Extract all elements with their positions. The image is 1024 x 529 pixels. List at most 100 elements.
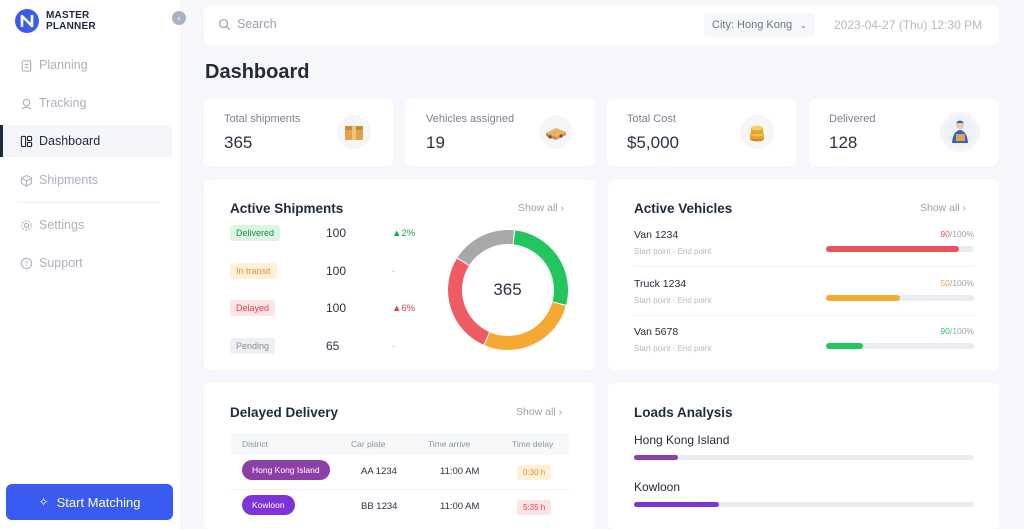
table-row[interactable]: Kowloon BB 1234 11:00 AM 5:35 h [230, 490, 570, 526]
load-bar [634, 455, 974, 460]
load-district-name: Hong Kong Island [634, 433, 730, 447]
coins-icon [740, 115, 774, 149]
status-count: 100 [326, 264, 347, 278]
show-all-label: Show all [920, 202, 960, 214]
loads-analysis-title: Loads Analysis [634, 405, 733, 420]
vehicle-route: Start point - End point [634, 296, 712, 305]
column-header: Time arrive [428, 439, 471, 449]
stat-label: Vehicles assigned [426, 113, 515, 125]
active-shipments-title: Active Shipments [230, 201, 344, 216]
start-matching-button[interactable]: ✧ Start Matching [6, 484, 173, 520]
sidebar-item-support[interactable]: ? Support [0, 247, 172, 279]
active-shipments-panel: Active Shipments Show all › Delivered 10… [204, 180, 595, 370]
donut-total: 365 [493, 280, 522, 299]
status-badge: Delivered [230, 225, 281, 241]
search-placeholder: Search [237, 17, 277, 31]
cube-icon [20, 174, 33, 187]
sidebar-item-label: Planning [39, 58, 88, 72]
stat-value: 365 [224, 133, 253, 152]
collapse-sidebar-button[interactable]: ‹ [172, 11, 186, 25]
stat-value: 19 [426, 133, 445, 152]
sidebar-item-settings[interactable]: Settings [0, 209, 172, 241]
sidebar-item-planning[interactable]: Planning [0, 49, 172, 81]
stat-label: Total Cost [627, 113, 676, 125]
load-district-name: Kowloon [634, 480, 681, 494]
district-badge: Hong Kong Island [242, 460, 330, 480]
sidebar-item-tracking[interactable]: Tracking [0, 87, 172, 119]
sparkle-icon: ✧ [38, 495, 49, 509]
row-divider [230, 489, 570, 490]
vehicle-load-percent: 90/100% [940, 229, 974, 239]
time-delay-badge: 0:30 h [517, 465, 552, 480]
stat-value: $5,000 [627, 133, 679, 152]
clipboard-icon [21, 59, 32, 72]
sidebar-item-label: Shipments [39, 173, 99, 187]
vehicle-row[interactable]: Van 1234 Start point - End point 90/100% [634, 229, 974, 275]
delayed-delivery-show-all-link[interactable]: Show all › [516, 406, 562, 418]
logo-line-1: MASTER [46, 10, 90, 21]
active-shipments-show-all-link[interactable]: Show all › [518, 202, 564, 214]
column-header: Car plate [351, 439, 386, 449]
vehicle-name: Van 1234 [634, 229, 679, 241]
chevron-right-icon: › [558, 406, 563, 418]
vehicle-load-value: 50 [940, 278, 950, 288]
logo[interactable]: MASTER PLANNER [14, 8, 96, 34]
row-divider [634, 266, 974, 267]
load-item: Kowloon [634, 480, 974, 507]
table-row[interactable]: Hong Kong Island AA 1234 11:00 AM 0:30 h [230, 455, 570, 491]
time-arrive: 11:00 AM [440, 466, 480, 477]
load-bar-fill [634, 455, 679, 460]
load-item: Hong Kong Island [634, 433, 974, 460]
page-title: Dashboard [205, 61, 310, 83]
donut-segment-delayed [448, 258, 490, 345]
gear-icon [21, 219, 32, 231]
location-icon [21, 98, 32, 110]
active-vehicles-show-all-link[interactable]: Show all › [920, 202, 966, 214]
district-badge: Kowloon [242, 495, 295, 515]
vehicle-load-max: /100% [949, 326, 974, 336]
sidebar-item-label: Tracking [39, 96, 87, 110]
help-icon: ? [20, 257, 33, 269]
start-matching-label: Start Matching [56, 494, 141, 510]
sidebar-item-label: Support [39, 256, 83, 270]
vehicle-load-value: 90 [940, 326, 950, 336]
search-input[interactable]: Search [218, 17, 277, 31]
chevron-right-icon: › [962, 202, 967, 214]
city-select[interactable]: City: Hong Kong ⌄ [704, 13, 815, 37]
logo-icon [15, 9, 39, 33]
delayed-delivery-panel: Delayed Delivery Show all › District Car… [204, 383, 595, 529]
vehicle-load-fill [826, 343, 863, 349]
vehicle-load-bar [826, 295, 974, 301]
stat-label: Total shipments [224, 113, 301, 125]
active-vehicles-panel: Active Vehicles Show all › Van 1234 Star… [608, 180, 999, 370]
status-row-in-transit: In transit 100 - [230, 262, 395, 280]
delayed-delivery-title: Delayed Delivery [230, 405, 339, 420]
truck-icon [539, 115, 573, 149]
svg-text:?: ? [25, 259, 29, 267]
table-header: District Car plate Time arrive Time dela… [230, 433, 570, 455]
stat-card-delivered: Delivered 128 [809, 99, 998, 166]
show-all-label: Show all [516, 406, 556, 418]
sidebar-divider [18, 202, 160, 203]
sidebar-item-shipments[interactable]: Shipments [0, 164, 172, 196]
vehicle-load-bar [826, 343, 974, 349]
stat-card-total-shipments: Total shipments 365 [204, 99, 393, 166]
stat-card-vehicles-assigned: Vehicles assigned 19 [406, 99, 595, 166]
vehicle-name: Truck 1234 [634, 278, 687, 290]
vehicle-row[interactable]: Truck 1234 Start point - End point 50/10… [634, 278, 974, 324]
status-trend: ▲6% [392, 302, 416, 314]
sidebar-item-label: Settings [39, 218, 85, 232]
status-trend: - [392, 265, 396, 277]
vehicle-row[interactable]: Van 5678 Start point - End point 90/100% [634, 326, 974, 372]
status-badge: Pending [230, 338, 276, 354]
vehicle-load-percent: 50/100% [940, 278, 974, 288]
vehicle-load-fill [826, 246, 960, 252]
vehicle-load-bar [826, 246, 974, 252]
time-delay-badge: 5:35 h [517, 500, 552, 515]
logo-text: MASTER PLANNER [46, 10, 96, 32]
status-badge: Delayed [230, 300, 276, 316]
sidebar-item-dashboard[interactable]: Dashboard [0, 125, 172, 157]
load-bar-fill [634, 502, 719, 507]
status-count: 100 [326, 301, 347, 315]
vehicle-load-value: 90 [940, 229, 950, 239]
